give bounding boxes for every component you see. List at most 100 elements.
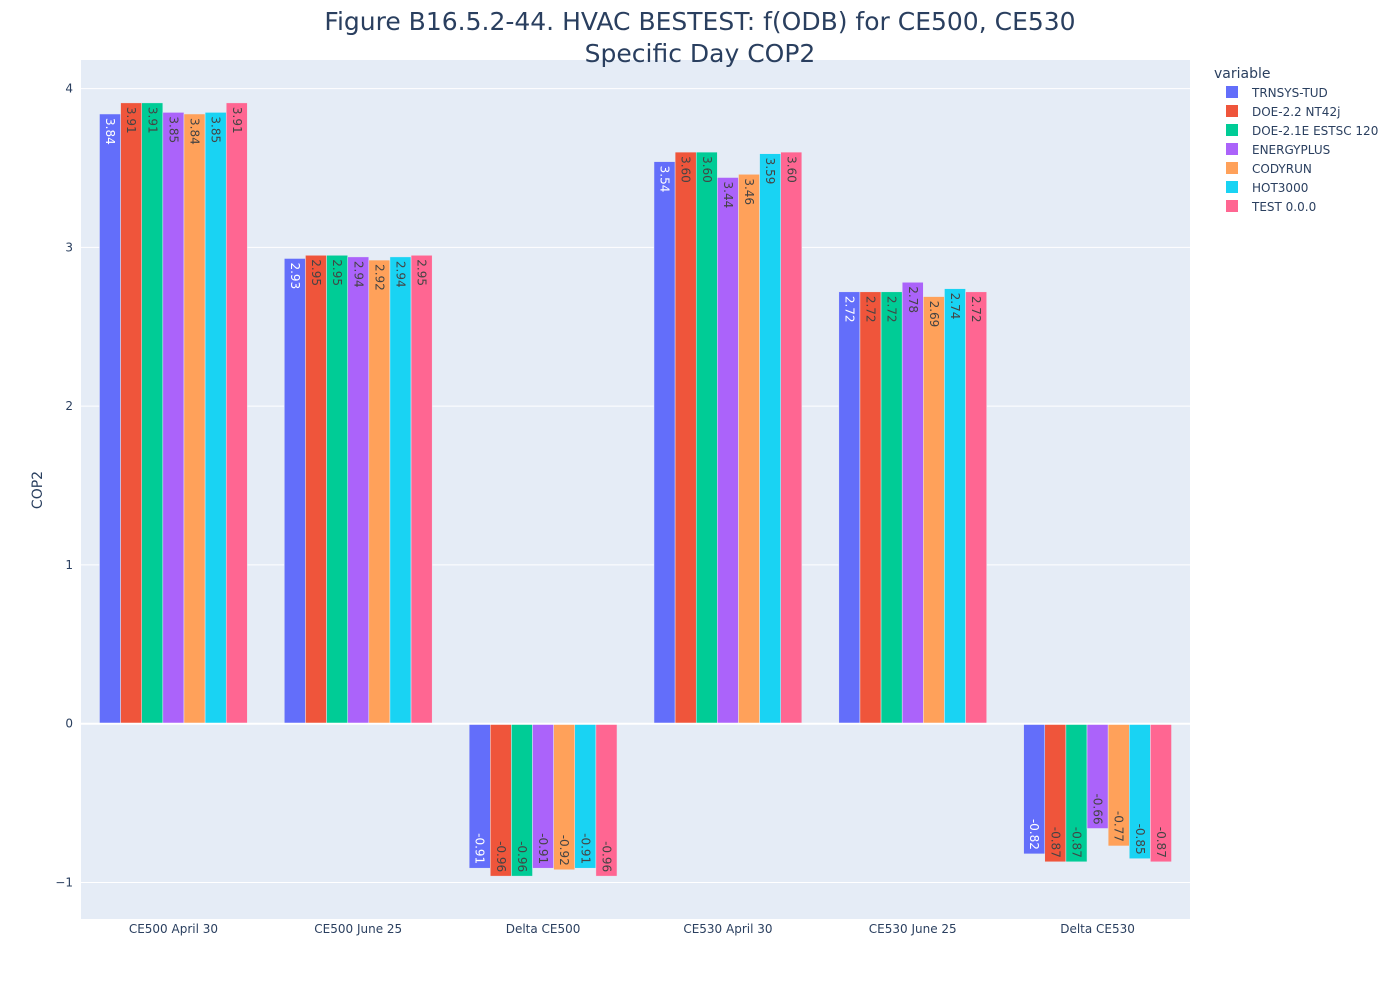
bar-doe-2-1e-estsc-120-ce500-april-30 xyxy=(141,102,164,724)
bar-doe-2-2-nt42j-ce530-june-25 xyxy=(859,291,882,724)
bar-label-trnsys-tud-ce530-june-25: 2.72 xyxy=(842,296,856,323)
bar-label-hot3000-delta-ce500: -0.91 xyxy=(578,833,592,864)
bar-label-energyplus-ce530-june-25: 2.78 xyxy=(906,286,920,313)
bar-doe-2-2-nt42j-ce500-april-30 xyxy=(120,102,142,724)
bar-trnsys-tud-ce530-april-30 xyxy=(653,161,676,724)
bar-doe-2-2-nt42j-ce500-june-25 xyxy=(305,255,327,724)
bar-label-doe-2-2-nt42j-ce500-june-25: 2.95 xyxy=(309,259,323,286)
grid-layer xyxy=(81,88,1190,883)
bar-test-0-0-0-ce530-april-30 xyxy=(780,151,803,724)
bar-label-codyrun-delta-ce530: -0.77 xyxy=(1112,811,1126,842)
legend-swatch-hot3000 xyxy=(1226,181,1238,193)
bar-label-test-0-0-0-ce500-june-25: 2.95 xyxy=(415,259,429,286)
y-tick-label: 1 xyxy=(65,558,73,572)
x-tick-labels: CE500 April 30 CE500 June 25 Delta CE500 CE… xyxy=(129,922,1135,936)
bar-label-trnsys-tud-ce500-june-25: 2.93 xyxy=(288,262,302,289)
legend-label-test-0-0-0: TEST 0.0.0 xyxy=(1251,200,1316,214)
y-axis-label: COP2 xyxy=(30,471,46,509)
bar-test-0-0-0-ce500-april-30 xyxy=(225,102,248,724)
legend-swatch-doe-2-1e-estsc-120 xyxy=(1226,124,1238,136)
bar-doe-2-1e-estsc-120-ce530-april-30 xyxy=(695,151,718,724)
x-tick-label: Delta CE500 xyxy=(506,922,581,936)
bar-label-test-0-0-0-ce530-june-25: 2.72 xyxy=(969,296,983,323)
bar-energyplus-ce530-june-25 xyxy=(901,282,924,724)
bar-doe-2-2-nt42j-ce530-april-30 xyxy=(674,151,697,724)
bar-hot3000-ce500-june-25 xyxy=(389,256,412,724)
y-tick-label: 2 xyxy=(65,399,73,413)
bar-label-trnsys-tud-delta-ce530: -0.82 xyxy=(1027,819,1041,850)
bar-label-energyplus-delta-ce500: -0.91 xyxy=(536,833,550,864)
bar-label-trnsys-tud-delta-ce500: -0.91 xyxy=(473,833,487,864)
bar-codyrun-ce500-june-25 xyxy=(368,259,391,724)
bar-trnsys-tud-ce530-june-25 xyxy=(838,291,861,724)
bar-codyrun-ce500-april-30 xyxy=(183,113,206,724)
bar-trnsys-tud-ce500-april-30 xyxy=(99,113,121,724)
bar-label-codyrun-delta-ce500: -0.92 xyxy=(557,835,571,866)
bar-codyrun-ce530-april-30 xyxy=(738,174,760,724)
bar-label-doe-2-1e-estsc-120-delta-ce530: -0.87 xyxy=(1069,827,1083,858)
bar-energyplus-ce500-april-30 xyxy=(162,112,185,724)
bar-hot3000-ce530-april-30 xyxy=(759,153,781,724)
legend-label-codyrun: CODYRUN xyxy=(1252,162,1312,176)
bar-energyplus-ce530-april-30 xyxy=(717,177,739,724)
bar-label-doe-2-2-nt42j-delta-ce500: -0.96 xyxy=(494,841,508,872)
bar-doe-2-1e-estsc-120-ce500-june-25 xyxy=(326,255,348,724)
legend-swatch-test-0-0-0 xyxy=(1226,200,1238,212)
legend-swatch-energyplus xyxy=(1226,143,1238,155)
x-tick-label: CE530 June 25 xyxy=(869,922,957,936)
bar-label-energyplus-ce500-june-25: 2.94 xyxy=(351,261,365,288)
y-tick-label: −1 xyxy=(55,875,73,889)
bar-label-hot3000-ce530-april-30: 3.59 xyxy=(763,158,777,185)
y-tick-label: 0 xyxy=(65,717,73,731)
bar-label-codyrun-ce530-june-25: 2.69 xyxy=(927,301,941,328)
bar-trnsys-tud-ce500-june-25 xyxy=(284,258,306,724)
bar-label-doe-2-1e-estsc-120-delta-ce500: -0.96 xyxy=(515,841,529,872)
bar-label-hot3000-ce500-june-25: 2.94 xyxy=(394,261,408,288)
bar-label-doe-2-2-nt42j-delta-ce530: -0.87 xyxy=(1048,827,1062,858)
bar-label-energyplus-ce530-april-30: 3.44 xyxy=(721,182,735,209)
bar-label-hot3000-delta-ce530: -0.85 xyxy=(1133,824,1147,855)
bar-label-hot3000-ce530-june-25: 2.74 xyxy=(948,293,962,320)
legend-label-energyplus: ENERGYPLUS xyxy=(1252,143,1330,157)
bar-label-doe-2-2-nt42j-ce530-april-30: 3.60 xyxy=(679,156,693,183)
legend-swatch-codyrun xyxy=(1226,162,1238,174)
bar-label-doe-2-1e-estsc-120-ce500-april-30: 3.91 xyxy=(145,107,159,134)
bar-energyplus-ce500-june-25 xyxy=(347,256,370,724)
bar-label-trnsys-tud-ce530-april-30: 3.54 xyxy=(658,166,672,193)
bar-label-hot3000-ce500-april-30: 3.85 xyxy=(209,116,223,143)
legend-title: variable xyxy=(1214,66,1270,82)
bar-label-test-0-0-0-ce500-april-30: 3.91 xyxy=(230,107,244,134)
bar-label-doe-2-1e-estsc-120-ce530-june-25: 2.72 xyxy=(885,296,899,323)
chart-subtitle: Specific Day COP2 xyxy=(585,39,816,68)
bar-label-trnsys-tud-ce500-april-30: 3.84 xyxy=(103,118,117,145)
bar-label-codyrun-ce500-june-25: 2.92 xyxy=(372,264,386,291)
bar-test-0-0-0-ce530-june-25 xyxy=(965,291,987,724)
bar-label-doe-2-1e-estsc-120-ce530-april-30: 3.60 xyxy=(700,156,714,183)
legend-label-doe-2-1e-estsc-120: DOE-2.1E ESTSC 120 xyxy=(1252,124,1378,138)
legend-label-trnsys-tud: TRNSYS-TUD xyxy=(1251,86,1328,100)
legend-label-doe-2-2-nt42j: DOE-2.2 NT42j xyxy=(1252,105,1340,119)
legend-items: TRNSYS-TUD DOE-2.2 NT42j DOE-2.1E ESTSC 12… xyxy=(1226,86,1378,214)
bar-label-codyrun-ce500-april-30: 3.84 xyxy=(188,118,202,145)
chart-title: Figure B16.5.2-44. HVAC BESTEST: f(ODB) … xyxy=(324,7,1075,36)
plot-background xyxy=(81,60,1190,919)
bar-label-energyplus-delta-ce530: -0.66 xyxy=(1091,793,1105,824)
legend-label-hot3000: HOT3000 xyxy=(1252,181,1308,195)
bar-codyrun-ce530-june-25 xyxy=(923,296,945,724)
bar-label-test-0-0-0-ce530-april-30: 3.60 xyxy=(784,156,798,183)
bar-doe-2-1e-estsc-120-ce530-june-25 xyxy=(880,291,903,724)
bar-label-doe-2-2-nt42j-ce530-june-25: 2.72 xyxy=(864,296,878,323)
y-tick-labels: −1 0 1 2 3 4 xyxy=(55,82,73,890)
y-tick-label: 4 xyxy=(65,82,73,96)
legend-swatch-trnsys-tud xyxy=(1226,86,1238,98)
bar-label-doe-2-1e-estsc-120-ce500-june-25: 2.95 xyxy=(330,259,344,286)
legend: variable TRNSYS-TUD DOE-2.2 NT42j DOE-2.1E… xyxy=(1214,66,1378,214)
bar-label-codyrun-ce530-april-30: 3.46 xyxy=(742,178,756,205)
x-tick-label: CE500 June 25 xyxy=(314,922,402,936)
legend-swatch-doe-2-2-nt42j xyxy=(1226,105,1238,117)
bars-layer xyxy=(99,102,1172,877)
bar-label-test-0-0-0-delta-ce530: -0.87 xyxy=(1154,827,1168,858)
bar-label-test-0-0-0-delta-ce500: -0.96 xyxy=(599,841,613,872)
